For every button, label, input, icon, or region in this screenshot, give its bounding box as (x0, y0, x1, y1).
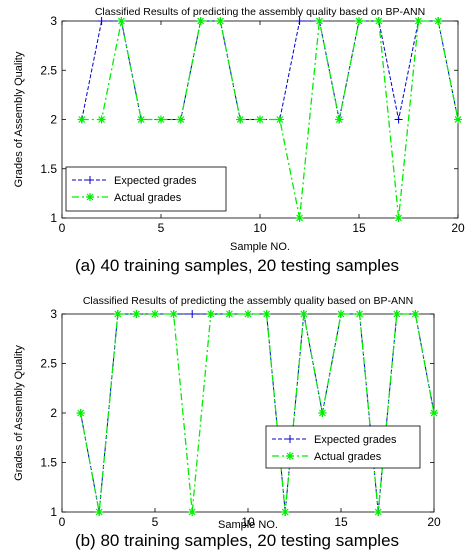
data-point (206, 310, 215, 318)
data-point (295, 214, 304, 222)
data-point (236, 115, 245, 124)
data-point (299, 310, 308, 318)
x-axis-label: Sample NO. (230, 241, 290, 253)
data-point (188, 508, 197, 516)
y-axis-label: Grades of Assembly Quality (13, 345, 25, 481)
data-point (355, 310, 364, 318)
x-tick-label: 10 (253, 221, 267, 235)
x-tick-label: 20 (427, 515, 441, 529)
data-point (151, 310, 159, 318)
x-tick-label: 15 (334, 515, 348, 529)
data-point (157, 115, 165, 124)
legend-label: Actual grades (314, 451, 382, 463)
x-tick-label: 20 (451, 221, 465, 235)
data-point (188, 310, 197, 318)
data-point (315, 17, 324, 25)
chart-a: Classified Results of predicting the ass… (13, 6, 465, 253)
data-point (77, 115, 86, 124)
legend-box (65, 166, 227, 212)
data-point (281, 508, 290, 516)
legend-marker (86, 193, 94, 201)
legend-item: Expected grades (272, 434, 397, 446)
chart-panel-b: Classified Results of predicting the ass… (0, 281, 474, 553)
y-tick-label: 3 (50, 307, 57, 321)
caption-a: (a) 40 training samples, 20 testing samp… (74, 256, 400, 275)
chart-title: Classified Results of predicting the ass… (83, 295, 413, 307)
data-point (355, 17, 363, 25)
legend-label: Expected grades (114, 175, 197, 187)
series-actual (77, 17, 462, 222)
plot-area (61, 313, 435, 513)
chart-b: Classified Results of predicting the ass… (13, 295, 441, 531)
y-tick-label: 1.5 (40, 456, 57, 470)
y-tick-label: 1 (50, 505, 57, 519)
legend-marker (286, 452, 294, 460)
data-point (196, 17, 205, 25)
data-point (132, 310, 141, 318)
x-tick-label: 10 (241, 515, 255, 529)
data-point (117, 17, 126, 25)
series-line (81, 20, 459, 219)
data-point (176, 115, 185, 124)
data-point (97, 115, 106, 124)
data-point (97, 17, 106, 25)
caption-b: (b) 80 training samples, 20 testing samp… (74, 531, 400, 550)
legend-item: Actual grades (272, 451, 382, 463)
y-tick-label: 2.5 (40, 357, 57, 371)
legend-marker (86, 176, 94, 184)
y-tick-label: 2.5 (40, 63, 57, 77)
legend: Expected grades Actual grades (65, 166, 227, 212)
y-tick-label: 2 (50, 406, 57, 420)
data-point (335, 115, 344, 124)
data-point (394, 115, 403, 124)
chart-title: Classified Results of predicting the ass… (95, 6, 425, 18)
legend-label: Actual grades (114, 192, 182, 204)
x-tick-label: 5 (152, 515, 159, 529)
data-point (318, 409, 327, 417)
legend-marker (286, 435, 294, 443)
legend-label: Expected grades (314, 434, 397, 446)
data-point (256, 115, 264, 124)
data-point (337, 310, 345, 318)
data-point (394, 214, 403, 222)
x-tick-label: 15 (352, 221, 366, 235)
data-point (113, 310, 122, 318)
data-point (95, 508, 104, 516)
x-tick-label: 5 (158, 221, 165, 235)
y-tick-label: 1 (50, 211, 57, 225)
x-axis-label: Sample NO. (218, 519, 278, 531)
data-point (244, 310, 252, 318)
y-axis-label: Grades of Assembly Quality (13, 51, 25, 187)
data-point (262, 310, 271, 318)
data-point (216, 17, 225, 25)
data-point (374, 17, 383, 25)
data-point (295, 17, 304, 25)
data-point (454, 115, 462, 124)
x-tick-label: 0 (59, 221, 66, 235)
data-point (137, 115, 146, 124)
data-point (392, 310, 401, 318)
data-point (434, 17, 443, 25)
data-point (374, 508, 383, 516)
data-point (169, 310, 178, 318)
data-point (430, 409, 438, 417)
y-tick-label: 1.5 (40, 162, 57, 176)
legend: Expected grades Actual grades (265, 425, 421, 469)
data-point (275, 115, 284, 124)
x-tick-label: 0 (59, 515, 66, 529)
data-point (414, 17, 423, 25)
chart-panel-a: Classified Results of predicting the ass… (13, 6, 465, 275)
data-point (225, 310, 234, 318)
y-tick-label: 3 (50, 14, 57, 28)
series-actual (76, 310, 438, 516)
legend-box (265, 425, 421, 469)
data-point (411, 310, 420, 318)
legend-item: Actual grades (72, 192, 182, 204)
y-tick-label: 2 (50, 113, 57, 127)
data-point (76, 409, 85, 417)
legend-item: Expected grades (72, 175, 197, 187)
